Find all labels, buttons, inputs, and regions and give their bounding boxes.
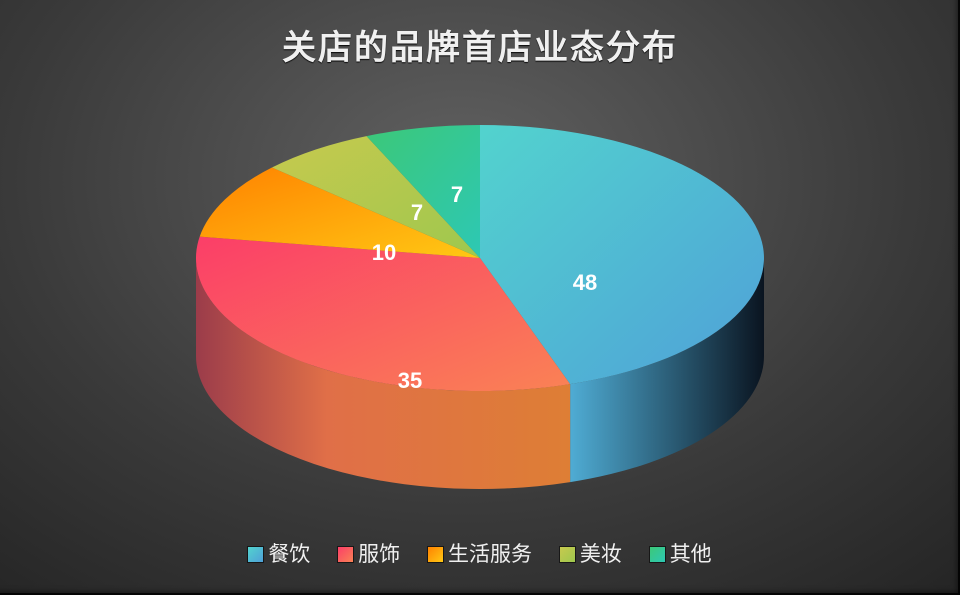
svg-text:7: 7	[451, 182, 463, 207]
svg-text:7: 7	[411, 200, 423, 225]
svg-text:10: 10	[372, 240, 396, 265]
svg-text:48: 48	[573, 270, 597, 295]
svg-text:35: 35	[398, 368, 422, 393]
